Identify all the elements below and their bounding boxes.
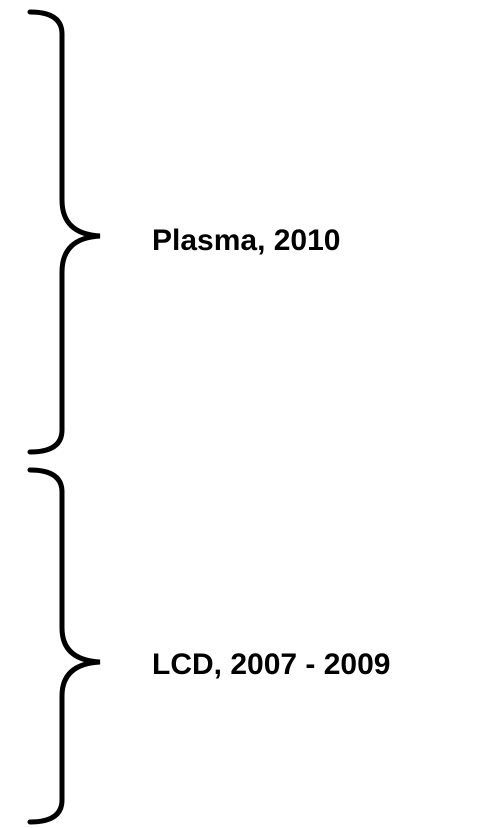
brace-bottom xyxy=(27,467,101,825)
label: LCD, 2007 - 2009 xyxy=(152,648,390,681)
brace-top xyxy=(27,9,101,455)
label: Plasma, 2010 xyxy=(152,224,340,257)
